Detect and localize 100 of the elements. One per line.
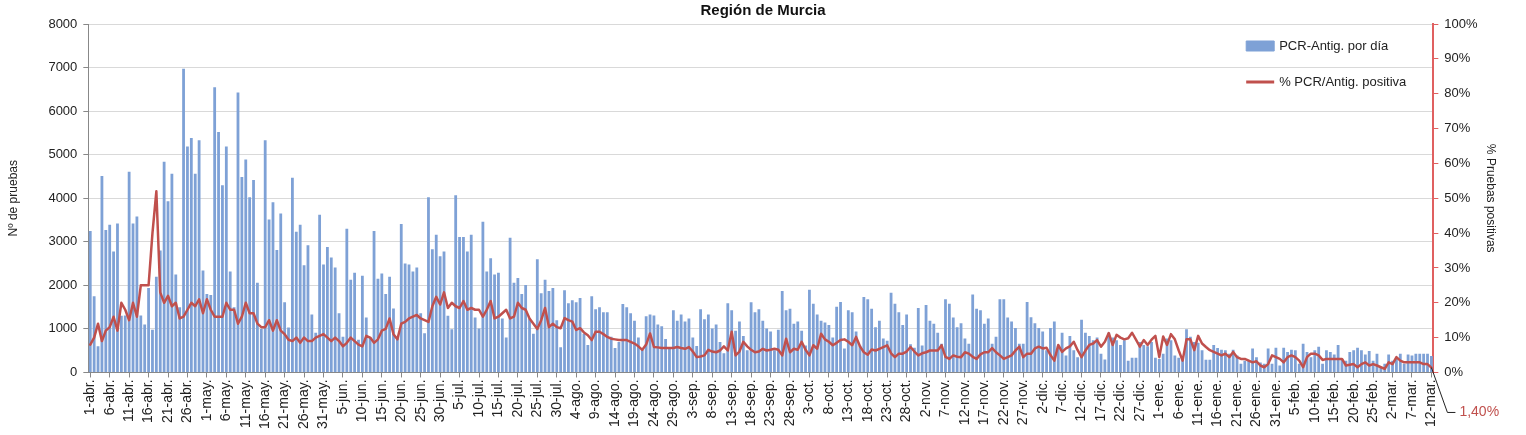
y2-tick-label: 90%	[1444, 50, 1471, 66]
legend-label: PCR-Antig. por día	[1279, 37, 1390, 53]
bar	[298, 224, 302, 372]
bar	[780, 291, 784, 372]
y2-tick-label: 10%	[1444, 329, 1471, 345]
bar	[850, 312, 854, 372]
bar	[621, 304, 625, 372]
bar	[380, 273, 384, 372]
x-tick-label: 21-may.	[275, 379, 292, 430]
y-tick-label: 7000	[48, 59, 78, 75]
y-tick-label: 4000	[48, 189, 78, 205]
bar	[590, 296, 594, 372]
x-tick-label: 16-ene.	[1208, 379, 1225, 427]
bar	[1336, 345, 1340, 372]
x-tick-label: 21-abr.	[158, 379, 175, 424]
bar	[325, 247, 329, 372]
bar	[796, 321, 800, 372]
bar	[147, 287, 150, 372]
y-axis-title: Nº de pruebas	[5, 160, 20, 237]
x-tick-label: 13-oct.	[839, 379, 856, 423]
x-tick-label: 6-abr.	[100, 379, 117, 416]
x-tick-label: 4-ago.	[567, 379, 584, 420]
x-tick-label: 14-ago.	[605, 379, 622, 427]
bar	[660, 326, 664, 372]
bar	[878, 320, 881, 372]
x-tick-label: 21-ene.	[1227, 379, 1244, 427]
x-tick-label: 27-nov.	[1014, 379, 1031, 426]
x-tick-label: 26-abr.	[178, 379, 195, 424]
x-tick-label: 26-ene.	[1247, 379, 1264, 427]
x-tick-label: 26-may.	[294, 379, 311, 430]
x-tick-label: 8-oct.	[819, 379, 836, 415]
bar	[162, 161, 166, 372]
y-tick-label: 8000	[48, 15, 78, 31]
x-tick-label: 25-feb.	[1363, 379, 1380, 424]
x-tick-label: 17-dic.	[1091, 379, 1108, 422]
bar	[481, 221, 485, 372]
bar	[757, 309, 761, 372]
bar	[808, 289, 811, 372]
x-tick-label: 2-mar.	[1383, 379, 1400, 420]
x-tick-label: 23-sep.	[761, 379, 778, 427]
x-tick-label: 15-jun.	[372, 379, 389, 423]
bar	[947, 303, 951, 372]
x-tick-label: 20-feb.	[1344, 379, 1361, 424]
bar	[454, 195, 458, 372]
y2-tick-label: 100%	[1444, 15, 1479, 31]
bar	[1087, 335, 1091, 372]
bar	[197, 140, 201, 372]
x-tick-label: 3-sep.	[683, 379, 700, 419]
x-tick-label: 1-may.	[197, 379, 214, 422]
x-tick-label: 15-feb.	[1325, 379, 1342, 424]
bar	[469, 234, 473, 372]
x-tick-label: 31-may.	[314, 379, 331, 430]
bar	[353, 272, 356, 372]
y-tick-label: 3000	[48, 233, 78, 249]
bar	[699, 309, 702, 372]
x-tick-label: 6-may.	[217, 379, 234, 422]
x-tick-label: 16-abr.	[139, 379, 156, 424]
bar	[563, 290, 566, 372]
bar	[497, 272, 500, 372]
y2-tick-label: 80%	[1444, 85, 1471, 101]
x-tick-label: 7-mar.	[1402, 379, 1419, 420]
bar	[714, 324, 718, 372]
bar	[835, 306, 839, 372]
bar	[1115, 340, 1118, 372]
x-tick-label: 22-dic.	[1111, 379, 1128, 422]
bar	[679, 314, 683, 372]
bar	[1157, 358, 1161, 372]
bar	[1060, 332, 1064, 372]
bar	[1325, 350, 1328, 372]
bar	[535, 259, 539, 372]
bar	[866, 299, 870, 372]
bar	[170, 173, 174, 372]
bar	[944, 299, 947, 372]
y-tick-label: 0	[70, 364, 78, 380]
bar	[625, 307, 629, 372]
bar	[213, 87, 217, 372]
bar	[1146, 346, 1150, 372]
y2-tick-label: 30%	[1444, 259, 1471, 275]
x-tick-label: 9-ago.	[586, 379, 603, 420]
bar	[1251, 348, 1254, 372]
bar	[570, 300, 574, 372]
x-tick-label: 23-oct.	[878, 379, 895, 423]
x-tick-label: 1-abr.	[81, 379, 98, 416]
bar	[1177, 357, 1181, 372]
x-tick-label: 28-oct.	[897, 379, 914, 423]
bar	[1150, 341, 1153, 372]
bar	[1091, 340, 1095, 372]
bar	[434, 234, 438, 372]
x-tick-label: 12-nov.	[955, 379, 972, 426]
x-tick-label: 27-dic.	[1130, 379, 1147, 422]
bar	[524, 284, 528, 372]
x-tick-label: 13-sep.	[722, 379, 739, 427]
bar	[1068, 335, 1072, 372]
bar	[979, 310, 982, 372]
x-tick-label: 8-sep.	[703, 379, 720, 419]
annotation: 1,40%	[1459, 403, 1500, 420]
y-tick-label: 5000	[48, 146, 78, 162]
bar	[108, 224, 112, 372]
bar	[551, 287, 555, 372]
y2-tick-label: 60%	[1444, 154, 1471, 170]
